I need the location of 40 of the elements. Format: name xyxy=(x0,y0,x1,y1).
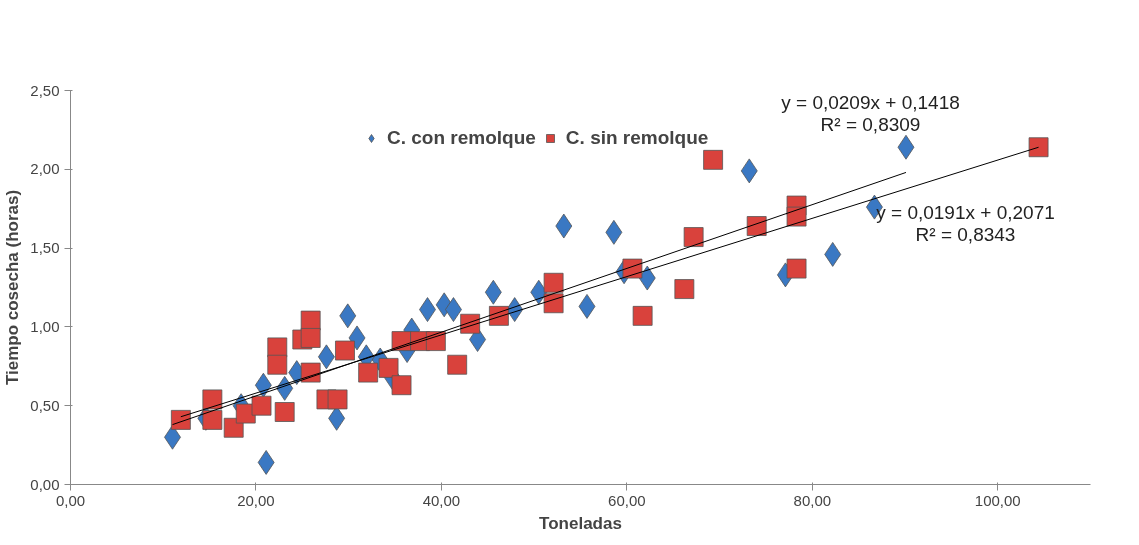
point xyxy=(391,375,412,396)
point xyxy=(335,340,355,361)
point xyxy=(674,279,695,299)
point xyxy=(202,409,223,430)
x-tick-label: 60,00 xyxy=(608,491,646,509)
point xyxy=(358,362,379,383)
point xyxy=(543,272,564,293)
point xyxy=(274,402,295,422)
annotation: y = 0,0209x + 0,1418 R² = 0,8309 xyxy=(781,91,960,135)
point xyxy=(703,149,723,170)
x-axis-title: Toneladas xyxy=(539,513,622,533)
legend-label: C. con remolque xyxy=(387,127,536,149)
x-tick-label: 20,00 xyxy=(237,491,275,509)
y-tick-label: 0,00 xyxy=(30,475,60,493)
point xyxy=(267,354,288,375)
x-tick-label: 80,00 xyxy=(793,491,832,509)
point xyxy=(578,294,596,319)
legend-label: C. sin remolque xyxy=(565,127,709,149)
y-tick-label: 2,00 xyxy=(30,160,60,178)
y-tick-label: 2,50 xyxy=(30,81,60,99)
y-tick-label: 1,50 xyxy=(30,239,60,257)
y-tick-label: 0,50 xyxy=(30,396,60,414)
annotation: y = 0,0191x + 0,2071 R² = 0,8343 xyxy=(876,201,1055,245)
point xyxy=(202,389,223,410)
point xyxy=(251,395,272,416)
x-tick-label: 40,00 xyxy=(422,491,461,509)
point xyxy=(257,450,275,475)
point xyxy=(300,328,321,348)
point xyxy=(683,227,704,247)
point xyxy=(1028,137,1049,158)
point xyxy=(327,389,348,410)
point xyxy=(824,242,842,267)
x-tick-label: 0,00 xyxy=(55,491,86,509)
x-tick-label: 100,00 xyxy=(974,491,1021,509)
point xyxy=(786,258,807,279)
point xyxy=(378,357,399,378)
point xyxy=(447,354,468,375)
y-axis-title: Tiempo cosecha (horas) xyxy=(3,189,23,386)
point xyxy=(632,305,653,326)
y-tick-label: 1,00 xyxy=(30,317,60,335)
